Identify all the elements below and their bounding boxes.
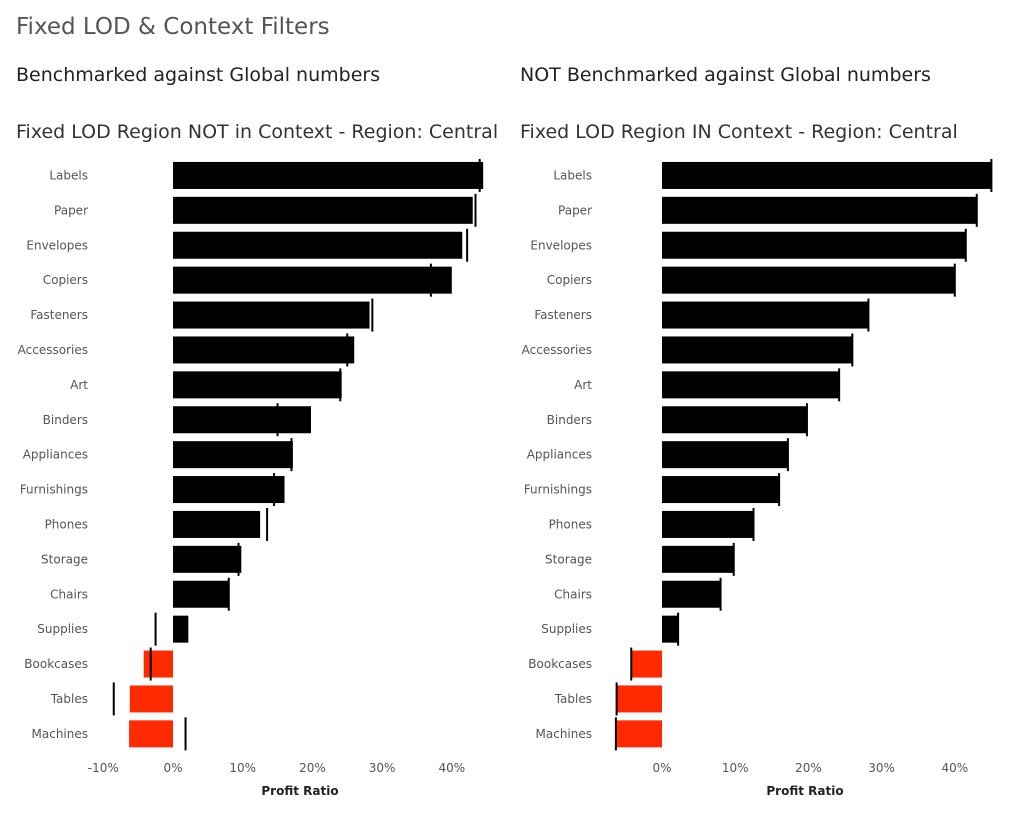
right-bar[interactable]: [616, 685, 662, 713]
left-bar[interactable]: [173, 266, 452, 294]
right-category-label: Bookcases: [528, 657, 592, 671]
left-bar[interactable]: [173, 510, 261, 538]
left-bar[interactable]: [143, 650, 173, 678]
right-category-label: Tables: [554, 692, 592, 706]
left-x-axis-title: Profit Ratio: [261, 784, 338, 798]
right-bar[interactable]: [662, 441, 788, 469]
left-category-label: Tables: [50, 692, 88, 706]
right-bar[interactable]: [615, 720, 662, 748]
left-bar[interactable]: [129, 685, 173, 713]
right-category-label: Fasteners: [534, 308, 592, 322]
left-bar[interactable]: [173, 476, 285, 504]
left-x-tick-label: 20%: [299, 761, 326, 775]
left-category-label: Bookcases: [24, 657, 88, 671]
left-x-tick-label: -10%: [88, 761, 119, 775]
left-x-tick-label: 10%: [229, 761, 256, 775]
right-x-tick-label: 20%: [795, 761, 822, 775]
left-category-label: Storage: [41, 552, 88, 566]
left-bar[interactable]: [173, 371, 342, 399]
left-category-label: Chairs: [50, 587, 88, 601]
right-category-label: Binders: [547, 413, 592, 427]
left-category-label: Labels: [49, 168, 88, 182]
right-category-label: Storage: [545, 552, 592, 566]
left-category-label: Supplies: [37, 622, 88, 636]
right-category-label: Art: [574, 378, 592, 392]
right-bar[interactable]: [662, 336, 853, 364]
left-bar[interactable]: [173, 615, 189, 643]
left-bar[interactable]: [173, 301, 370, 329]
left-x-tick-label: 40%: [438, 761, 465, 775]
left-bar[interactable]: [129, 720, 173, 748]
right-category-label: Envelopes: [530, 238, 592, 252]
right-x-axis-title: Profit Ratio: [766, 784, 843, 798]
left-category-label: Phones: [45, 517, 88, 531]
left-chart-title: Fixed LOD Region NOT in Context - Region…: [16, 121, 499, 143]
left-bar[interactable]: [173, 441, 293, 469]
right-x-tick-label: 30%: [868, 761, 895, 775]
right-bar[interactable]: [662, 406, 807, 434]
right-category-label: Accessories: [522, 343, 592, 357]
right-category-label: Chairs: [554, 587, 592, 601]
left-category-label: Accessories: [18, 343, 88, 357]
left-bar[interactable]: [173, 580, 229, 608]
right-category-label: Supplies: [541, 622, 592, 636]
right-chart-title: Fixed LOD Region IN Context - Region: Ce…: [520, 121, 958, 143]
right-bar[interactable]: [662, 231, 966, 259]
right-bar[interactable]: [662, 615, 679, 643]
right-bar[interactable]: [662, 545, 734, 573]
right-plot-area: Labels Paper Envelopes Copiers Fasteners Acce…: [522, 158, 993, 798]
right-category-label: Phones: [549, 517, 592, 531]
right-bar[interactable]: [662, 196, 977, 224]
left-x-tick-label: 0%: [163, 761, 182, 775]
dashboard-title: Fixed LOD & Context Filters: [16, 14, 330, 40]
right-section-title: NOT Benchmarked against Global numbers: [520, 64, 931, 86]
left-category-label: Machines: [32, 727, 88, 741]
left-category-label: Appliances: [23, 448, 88, 462]
left-x-tick-label: 30%: [369, 761, 396, 775]
right-x-tick-label: 10%: [722, 761, 749, 775]
left-category-label: Art: [70, 378, 88, 392]
right-bar[interactable]: [662, 301, 869, 329]
right-category-label: Paper: [558, 203, 592, 217]
left-bar[interactable]: [173, 196, 473, 224]
right-x-tick-label: 40%: [941, 761, 968, 775]
right-category-label: Copiers: [547, 273, 592, 287]
right-category-label: Labels: [553, 168, 592, 182]
left-bar[interactable]: [173, 231, 463, 259]
right-bar[interactable]: [662, 510, 754, 538]
right-category-label: Machines: [536, 727, 592, 741]
right-bar[interactable]: [662, 580, 721, 608]
right-bar[interactable]: [662, 476, 780, 504]
right-x-tick-label: 0%: [652, 761, 671, 775]
right-bar[interactable]: [662, 161, 992, 189]
left-category-label: Fasteners: [30, 308, 88, 322]
left-section-title: Benchmarked against Global numbers: [16, 64, 381, 86]
left-bar[interactable]: [173, 161, 484, 189]
left-category-label: Paper: [54, 203, 88, 217]
left-category-label: Copiers: [43, 273, 88, 287]
right-category-label: Furnishings: [524, 483, 592, 497]
right-bar[interactable]: [631, 650, 662, 678]
right-bar[interactable]: [662, 266, 955, 294]
left-bar[interactable]: [173, 406, 312, 434]
left-category-label: Binders: [43, 413, 88, 427]
right-category-label: Appliances: [527, 448, 592, 462]
left-category-label: Envelopes: [26, 238, 88, 252]
left-bar[interactable]: [173, 336, 355, 364]
left-bar[interactable]: [173, 545, 242, 573]
left-plot-area: Labels Paper Envelopes Copiers Fasteners Acce…: [18, 158, 484, 798]
right-bar[interactable]: [662, 371, 840, 399]
left-category-label: Furnishings: [20, 483, 88, 497]
